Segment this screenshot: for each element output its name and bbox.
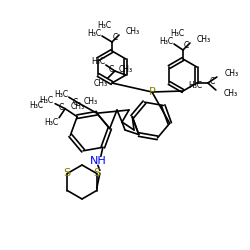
Text: C: C [108,66,114,74]
Text: H₃C: H₃C [170,30,184,38]
Text: CH₃: CH₃ [70,102,84,111]
Text: H₃C: H₃C [91,58,105,66]
Text: C: C [184,42,189,50]
Text: CH₃: CH₃ [84,97,98,106]
Text: H₃C: H₃C [189,80,203,90]
Text: S: S [64,168,71,177]
Text: H₃C: H₃C [159,36,173,46]
Text: CH₃: CH₃ [225,70,239,78]
Text: C: C [72,98,78,107]
Text: CH₃: CH₃ [197,36,211,44]
Text: C: C [209,78,214,86]
Text: CH₃: CH₃ [126,28,140,36]
Text: H₃C: H₃C [97,22,111,30]
Text: H₃C: H₃C [44,118,58,127]
Text: H₃C: H₃C [29,101,43,110]
Text: CH₃: CH₃ [94,78,108,88]
Text: C: C [112,34,118,42]
Text: NH: NH [90,156,106,166]
Text: S: S [93,168,100,177]
Text: CH₃: CH₃ [119,64,133,74]
Text: P: P [148,87,156,97]
Text: CH₃: CH₃ [224,90,238,98]
Text: C: C [58,103,64,112]
Text: H₃C: H₃C [87,28,101,38]
Text: H₃C: H₃C [39,96,53,105]
Text: H₃C: H₃C [54,90,68,99]
